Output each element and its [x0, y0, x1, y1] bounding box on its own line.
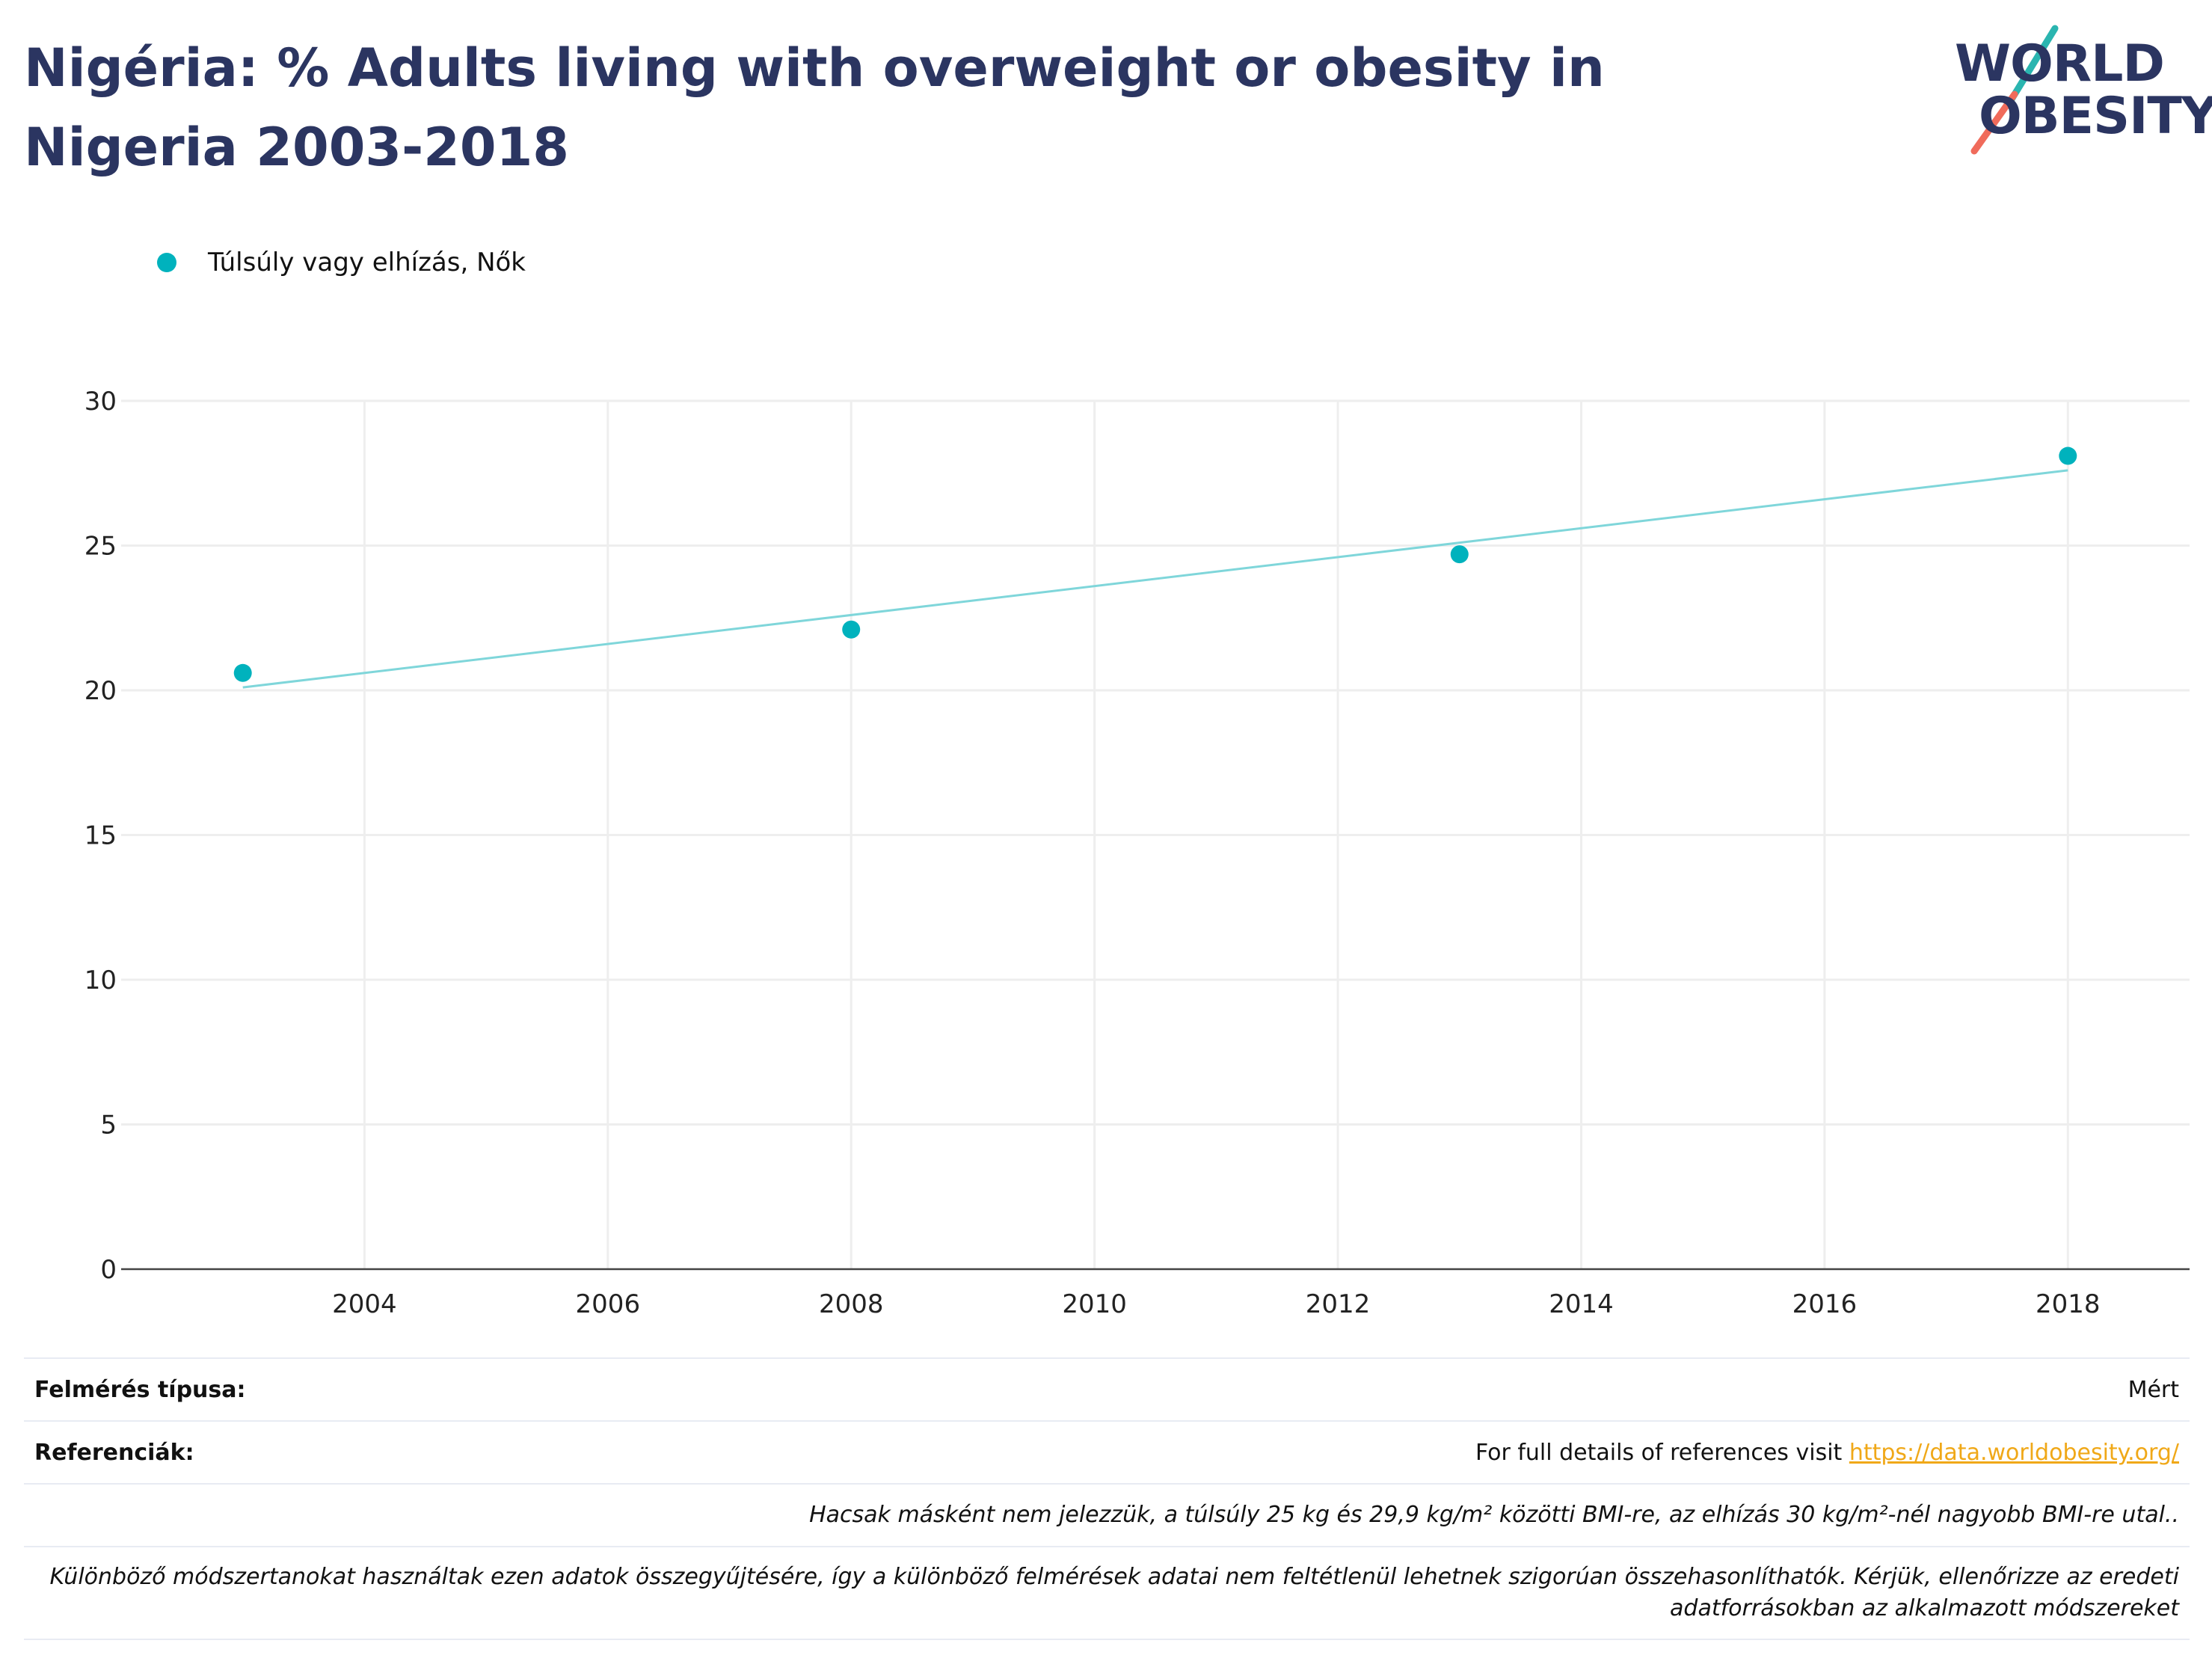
- data-point: [1450, 545, 1469, 564]
- footer-row-note1: Hacsak másként nem jelezzük, a túlsúly 2…: [24, 1483, 2190, 1546]
- y-tick-label: 0: [100, 1255, 117, 1285]
- footer-row-references: Referenciák: For full details of referen…: [24, 1420, 2190, 1483]
- chart-legend[interactable]: Túlsúly vagy elhízás, Nők: [157, 244, 526, 281]
- footer-row-note2: Különböző módszertanokat használtak ezen…: [24, 1546, 2190, 1640]
- logo-word-obesity: OBESITY: [1979, 87, 2212, 146]
- chart-title: Nigéria: % Adults living with overweight…: [24, 37, 1605, 178]
- references-label: Referenciák:: [34, 1439, 194, 1466]
- x-tick-label: 2016: [1792, 1289, 1858, 1319]
- x-tick-label: 2008: [819, 1289, 884, 1319]
- methodology-note: Különböző módszertanokat használtak ezen…: [49, 1564, 2179, 1621]
- data-point: [842, 620, 861, 639]
- y-tick-label: 5: [100, 1111, 117, 1141]
- x-tick-label: 2006: [576, 1289, 641, 1319]
- y-tick-label: 10: [85, 966, 117, 995]
- x-tick-label: 2012: [1306, 1289, 1371, 1319]
- survey-type-label: Felmérés típusa:: [34, 1376, 246, 1403]
- x-tick-label: 2018: [2036, 1289, 2101, 1319]
- data-point: [233, 663, 252, 682]
- logo-word-world: WORLD: [1955, 34, 2165, 93]
- data-point: [2059, 446, 2077, 465]
- footer-row-survey: Felmérés típusa: Mért: [24, 1357, 2190, 1420]
- footer-table: Felmérés típusa: Mért Referenciák: For f…: [24, 1357, 2190, 1640]
- legend-marker: [157, 253, 176, 272]
- survey-type-value: Mért: [2127, 1376, 2179, 1403]
- trend-line: [242, 469, 2068, 689]
- y-tick-label: 20: [85, 676, 117, 706]
- references-text: For full details of references visit: [1475, 1439, 1849, 1466]
- y-tick-label: 30: [85, 387, 117, 417]
- scatter-chart: 0 5 10 15 20 25 30 2004 2006 2008 2010 2012 2014 2016…: [85, 387, 2190, 1319]
- x-tick-label: 2004: [332, 1289, 397, 1319]
- world-obesity-logo: WORLD OBESITY: [1952, 22, 2212, 157]
- legend-label: Túlsúly vagy elhízás, Nők: [208, 248, 526, 277]
- bmi-definition-note: Hacsak másként nem jelezzük, a túlsúly 2…: [809, 1502, 2179, 1528]
- y-tick-label: 25: [85, 532, 117, 562]
- references-value: For full details of references visit htt…: [1475, 1440, 2179, 1466]
- x-tick-label: 2014: [1549, 1289, 1614, 1319]
- y-tick-label: 15: [85, 821, 117, 851]
- references-link[interactable]: https://data.worldobesity.org/: [1849, 1439, 2179, 1466]
- x-tick-label: 2010: [1062, 1289, 1127, 1319]
